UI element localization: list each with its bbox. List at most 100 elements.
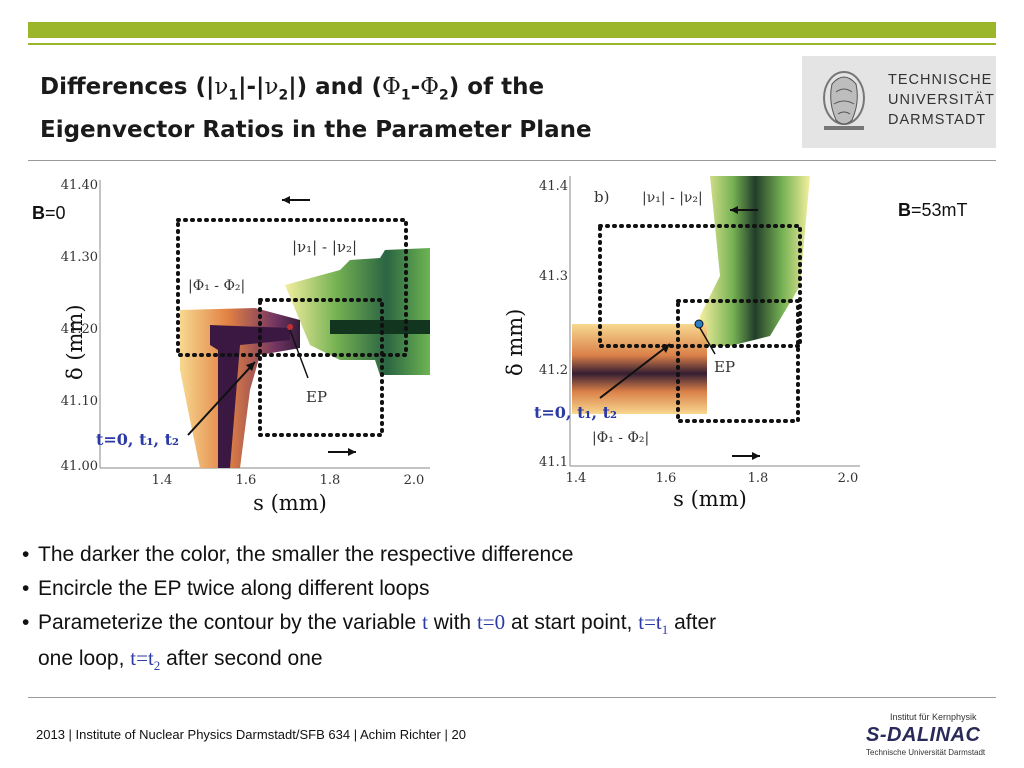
y-tick-label: 41.00: [61, 459, 98, 474]
variable-t2-base: t=t: [130, 646, 154, 671]
left-plot: |ν₁| - |ν₂| |Φ₁ - Φ₂| EP t=0, t₁, t₂ 41.…: [50, 170, 440, 520]
panel-label: b): [594, 188, 609, 206]
footer-divider: [28, 697, 996, 698]
purple-dark-ridge: [210, 325, 290, 468]
x-tick-label: 1.8: [320, 473, 341, 488]
start-point-arrowhead: [246, 362, 255, 371]
x-axis-label: s (mm): [673, 487, 747, 511]
label-nu-difference: |ν₁| - |ν₂|: [642, 190, 703, 206]
sdalinac-institute: Institut für Kernphysik: [890, 712, 977, 722]
ep-pointer-line: [699, 327, 716, 355]
field-label-right: B=53mT: [898, 200, 968, 221]
header-accent-bar: [28, 22, 996, 38]
y-tick-label: 41.40: [61, 178, 98, 193]
bullet-text: The darker the color, the smaller the re…: [38, 543, 574, 566]
y-axis-label: δ mm): [503, 309, 527, 376]
header-accent-line: [28, 43, 996, 45]
sdalinac-name: S-DALINAC: [866, 724, 981, 746]
title-sub: 2: [439, 87, 449, 104]
ep-label: EP: [306, 388, 327, 406]
nu-symbol: ν: [214, 74, 229, 100]
right-plot: b) |ν₁| - |ν₂| EP |Φ₁ - Φ₂| t=0, t₁, t₂ …: [500, 166, 880, 516]
field-value: =0: [45, 203, 66, 223]
y-axis-label: δ (mm): [63, 304, 87, 380]
nu-symbol: ν: [264, 74, 279, 100]
x-tick-label: 2.0: [838, 471, 859, 486]
variable-t0: t=0: [476, 610, 506, 634]
ep-point: [287, 324, 293, 330]
y-tick-label: 41.2: [539, 363, 568, 378]
x-tick-label: 1.6: [656, 471, 677, 486]
footer-text: 2013 | Institute of Nuclear Physics Darm…: [36, 727, 466, 742]
title-part: -: [410, 74, 421, 100]
bullet-text: at start point,: [510, 611, 633, 634]
start-point-label: t=0, t₁, t₂: [534, 403, 617, 422]
loop-inner: [676, 299, 800, 423]
x-axis-label: s (mm): [253, 491, 327, 515]
start-point-label: t=0, t₁, t₂: [96, 430, 179, 449]
tu-name-line: DARMSTADT: [888, 112, 987, 128]
bullet-item: Encircle the EP twice along different lo…: [22, 574, 982, 603]
green-region: [700, 176, 810, 346]
variable-t: t: [422, 610, 428, 634]
bullet-text: one loop,: [38, 647, 125, 671]
loop-outer: [176, 218, 408, 357]
bullet-text: with: [433, 611, 472, 634]
sdalinac-university: Technische Universität Darmstadt: [866, 748, 986, 757]
right-plot-figure: b) |ν₁| - |ν₂| EP |Φ₁ - Φ₂| t=0, t₁, t₂ …: [503, 176, 860, 511]
label-phi-difference: |Φ₁ - Φ₂|: [592, 430, 649, 446]
tu-name-line: UNIVERSITÄT: [888, 92, 995, 108]
phi-symbol: Φ: [420, 74, 440, 100]
start-point-arrow: [599, 343, 671, 399]
bullet-text: after second one: [166, 647, 323, 671]
left-plot-figure: |ν₁| - |ν₂| |Φ₁ - Φ₂| EP t=0, t₁, t₂ 41.…: [61, 178, 430, 515]
arrow-right-icon: [328, 448, 356, 456]
bullet-text: Parameterize the contour by the variable: [38, 611, 417, 634]
x-tick-label: 1.8: [748, 471, 769, 486]
y-tick-label: 41.4: [539, 179, 568, 194]
bullet-text: after: [674, 611, 717, 634]
start-point-arrow: [187, 361, 256, 436]
variable-t1-base: t=t: [638, 610, 662, 634]
title-divider: [28, 160, 996, 161]
bullet-list: The darker the color, the smaller the re…: [22, 540, 982, 685]
ep-pointer-line: [289, 329, 309, 379]
field-value: =53mT: [911, 200, 968, 220]
title-part: |) and (: [288, 74, 382, 100]
field-symbol: B: [32, 203, 45, 223]
label-phi-difference: |Φ₁ - Φ₂|: [188, 278, 245, 294]
y-tick-label: 41.3: [539, 269, 568, 284]
variable-t2: t=t2: [130, 646, 160, 673]
orange-region: [572, 324, 707, 414]
athena-emblem-icon: [823, 71, 865, 130]
bullet-text: Encircle the EP twice along different lo…: [38, 577, 430, 600]
title-part: ) of the: [448, 74, 545, 100]
orange-region: [180, 308, 300, 468]
arrow-left-icon: [282, 196, 310, 204]
ep-label: EP: [714, 358, 735, 376]
loop-inner: [258, 298, 384, 437]
label-nu-difference: |ν₁| - |ν₂|: [292, 238, 357, 256]
x-tick-label: 1.4: [566, 471, 587, 486]
x-tick-label: 2.0: [404, 473, 425, 488]
phi-symbol: Φ: [382, 74, 401, 100]
green-dark-ridge: [330, 320, 430, 334]
field-symbol: B: [898, 200, 911, 220]
x-tick-label: 1.4: [152, 473, 173, 488]
title-part: |-|: [238, 74, 265, 100]
y-tick-label: 41.1: [539, 455, 568, 470]
tu-name: TECHNISCHE UNIVERSITÄT DARMSTADT: [888, 70, 995, 130]
y-tick-label: 41.30: [61, 250, 98, 265]
bullet-item: Parameterize the contour by the variable…: [22, 608, 982, 680]
arrow-right-icon: [732, 452, 760, 460]
title-part: Differences (|: [40, 74, 215, 100]
loop-outer: [598, 224, 802, 348]
tu-name-line: TECHNISCHE: [888, 72, 993, 88]
variable-t1: t=t1: [638, 610, 669, 638]
sdalinac-logo: Institut für Kernphysik S-DALINAC Techni…: [864, 712, 996, 760]
variable-t1-sub: 1: [661, 622, 669, 638]
title-line-2: Eigenvector Ratios in the Parameter Plan…: [40, 116, 592, 143]
title-sub: 2: [278, 87, 289, 104]
y-tick-label: 41.20: [61, 322, 98, 337]
bullet-item: The darker the color, the smaller the re…: [22, 540, 982, 569]
